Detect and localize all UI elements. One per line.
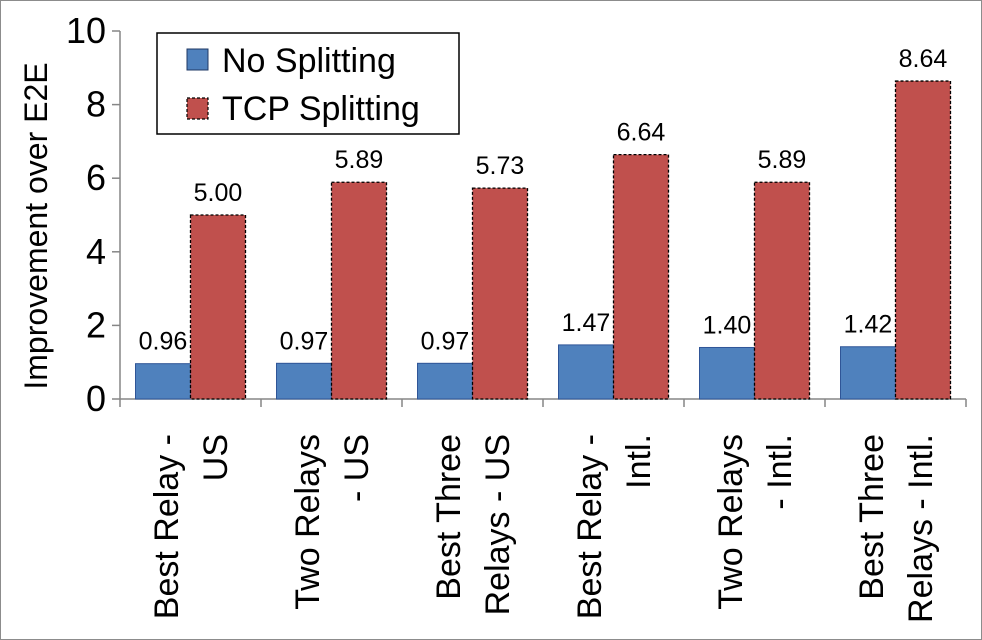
bar-tcp-splitting [753, 181, 811, 400]
data-label: 0.97 [421, 327, 470, 355]
bar-no-splitting [276, 362, 332, 400]
y-tick-label: 10 [66, 10, 106, 51]
data-label: 6.64 [617, 119, 666, 147]
x-category-label: Two Relays - Intl. [712, 434, 799, 610]
bar-no-splitting [840, 346, 896, 400]
x-category-label-line: Two Relays [712, 434, 750, 610]
bar-tcp-splitting [894, 80, 952, 400]
legend-swatch-no-splitting [186, 48, 209, 71]
data-label: 0.96 [139, 328, 188, 356]
data-label: 5.89 [758, 146, 807, 174]
category-labels: Best Relay - US Two Relays - US Best Three Re… [148, 434, 940, 623]
x-category-label: Two Relays - US [289, 434, 376, 610]
data-label: 5.73 [476, 152, 525, 180]
bar-tcp-splitting [471, 187, 529, 400]
bar-tcp-splitting [330, 181, 388, 400]
x-category-label-line: US [197, 434, 235, 481]
x-category-label-line: Best Three [430, 434, 468, 600]
data-label: 8.64 [899, 45, 948, 73]
x-category-label: Best Three Relays - Intl. [853, 434, 940, 623]
x-category-label-line: Intl. [620, 434, 658, 489]
x-category-label-line: - Intl. [761, 434, 799, 510]
x-category-label-line: Relays - US [479, 434, 517, 615]
bar-no-splitting [699, 346, 755, 400]
data-label: 1.42 [844, 311, 893, 339]
y-tick-label: 4 [86, 231, 106, 272]
data-label: 5.89 [335, 146, 384, 174]
y-tick-label: 8 [86, 84, 106, 125]
x-category-label-line: Two Relays [289, 434, 327, 610]
x-category-label: Best Relay - US [148, 434, 235, 619]
legend: No Splitting TCP Splitting [156, 32, 460, 135]
data-label: 0.97 [280, 327, 329, 355]
y-tick-label: 2 [86, 304, 106, 345]
y-tick-label: 0 [86, 378, 106, 419]
legend-label-tcp-splitting: TCP Splitting [222, 90, 420, 128]
axes: 0 2 4 6 8 10 [66, 10, 967, 419]
x-category-label-line: Relays - Intl. [902, 434, 940, 623]
legend-swatch-tcp-splitting [186, 97, 209, 120]
data-label: 1.47 [562, 309, 611, 337]
x-category-label-line: Best Relay - [571, 434, 609, 619]
x-category-label: Best Relay - Intl. [571, 434, 658, 619]
data-label: 5.00 [194, 179, 243, 207]
bar-no-splitting [135, 363, 191, 400]
x-category-label-line: Best Relay - [148, 434, 186, 619]
x-category-label-line: Best Three [853, 434, 891, 600]
legend-label-no-splitting: No Splitting [222, 42, 396, 80]
bar-tcp-splitting [612, 153, 670, 400]
data-label: 1.40 [703, 311, 752, 339]
bar-tcp-splitting [189, 214, 247, 400]
x-category-label: Best Three Relays - US [430, 434, 517, 615]
y-axis-title: Improvement over E2E [18, 62, 54, 389]
bar-no-splitting [417, 362, 473, 400]
y-tick-label: 6 [86, 157, 106, 198]
x-category-label-line: - US [338, 434, 376, 502]
bar-no-splitting [558, 344, 614, 400]
bars [135, 80, 952, 400]
data-labels: 0.96 5.00 0.97 5.89 0.97 5.73 1.47 6.64 1.40 5.89… [139, 45, 948, 356]
